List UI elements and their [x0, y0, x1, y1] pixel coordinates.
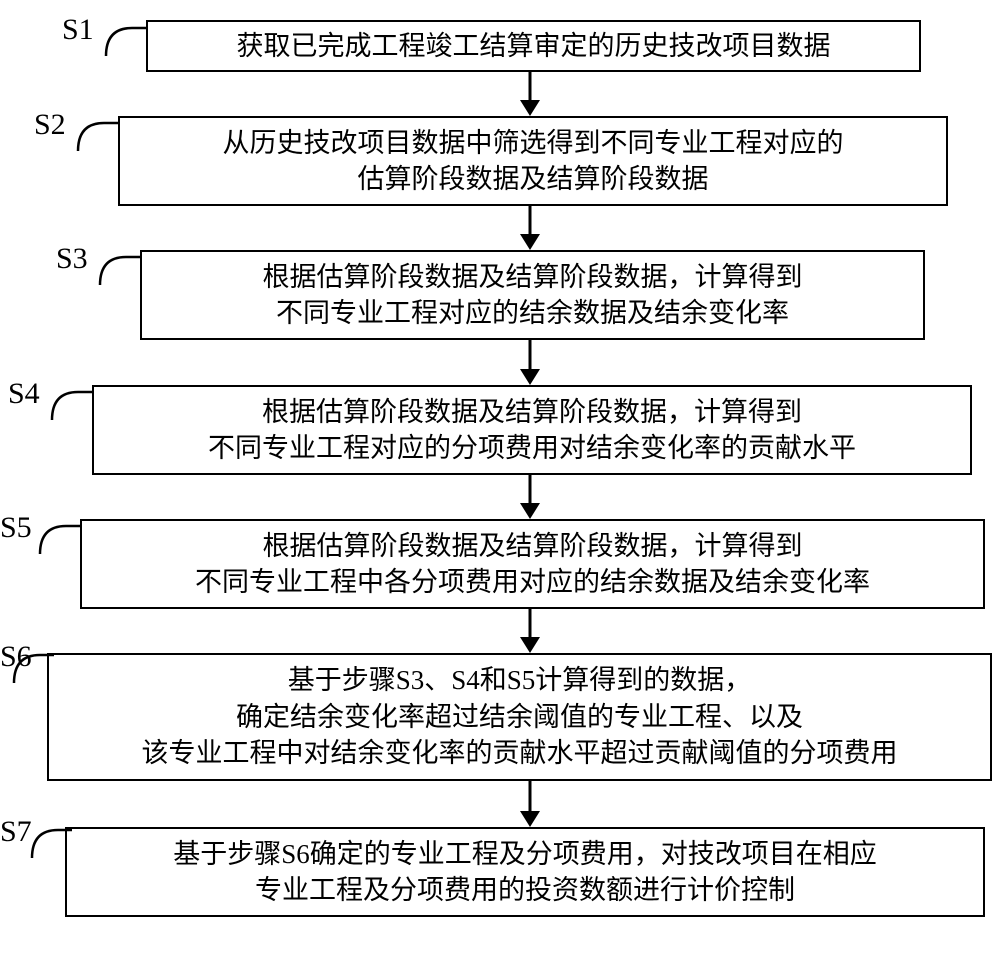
label-connector-s4 — [50, 390, 94, 422]
flowchart-node-s4: 根据估算阶段数据及结算阶段数据，计算得到不同专业工程对应的分项费用对结余变化率的… — [92, 385, 972, 475]
label-connector-s5 — [38, 524, 82, 556]
node-text-line: 不同专业工程对应的结余数据及结余变化率 — [276, 295, 789, 331]
flowchart-node-s5: 根据估算阶段数据及结算阶段数据，计算得到不同专业工程中各分项费用对应的结余数据及… — [80, 519, 985, 609]
node-text-line: 不同专业工程中各分项费用对应的结余数据及结余变化率 — [195, 564, 870, 600]
node-text-line: 基于步骤S6确定的专业工程及分项费用，对技改项目在相应 — [173, 836, 877, 872]
step-label-s3: S3 — [56, 242, 88, 276]
node-text-line: 确定结余变化率超过结余阈值的专业工程、以及 — [236, 699, 803, 735]
flowchart-node-s2: 从历史技改项目数据中筛选得到不同专业工程对应的估算阶段数据及结算阶段数据 — [118, 116, 948, 206]
node-text-line: 基于步骤S3、S4和S5计算得到的数据， — [288, 662, 752, 698]
node-text-line: 根据估算阶段数据及结算阶段数据，计算得到 — [263, 528, 803, 564]
step-label-s2: S2 — [34, 108, 66, 142]
step-label-s5: S5 — [0, 511, 32, 545]
node-text-line: 获取已完成工程竣工结算审定的历史技改项目数据 — [237, 28, 831, 64]
label-connector-s2 — [76, 121, 120, 153]
step-label-s7: S7 — [0, 815, 32, 849]
step-label-s4: S4 — [8, 377, 40, 411]
flowchart-node-s7: 基于步骤S6确定的专业工程及分项费用，对技改项目在相应专业工程及分项费用的投资数… — [65, 827, 985, 917]
flowchart-arrow-4 — [518, 475, 542, 519]
step-label-s6: S6 — [0, 640, 32, 674]
node-text-line: 从历史技改项目数据中筛选得到不同专业工程对应的 — [223, 125, 844, 161]
flowchart-node-s1: 获取已完成工程竣工结算审定的历史技改项目数据 — [146, 20, 921, 72]
flowchart-arrow-5 — [518, 609, 542, 653]
node-text-line: 估算阶段数据及结算阶段数据 — [358, 161, 709, 197]
flowchart-canvas: 获取已完成工程竣工结算审定的历史技改项目数据 S1 从历史技改项目数据中筛选得到不同… — [0, 0, 1000, 963]
flowchart-arrow-6 — [518, 781, 542, 827]
flowchart-arrow-3 — [518, 340, 542, 385]
node-text-line: 不同专业工程对应的分项费用对结余变化率的贡献水平 — [208, 430, 856, 466]
flowchart-arrow-2 — [518, 206, 542, 250]
node-text-line: 专业工程及分项费用的投资数额进行计价控制 — [255, 872, 795, 908]
step-label-s1: S1 — [62, 13, 94, 47]
node-text-line: 根据估算阶段数据及结算阶段数据，计算得到 — [263, 259, 803, 295]
node-text-line: 该专业工程中对结余变化率的贡献水平超过贡献阈值的分项费用 — [142, 735, 898, 771]
label-connector-s1 — [104, 26, 148, 58]
node-text-line: 根据估算阶段数据及结算阶段数据，计算得到 — [262, 394, 802, 430]
flowchart-node-s3: 根据估算阶段数据及结算阶段数据，计算得到不同专业工程对应的结余数据及结余变化率 — [140, 250, 925, 340]
flowchart-arrow-1 — [518, 72, 542, 116]
flowchart-node-s6: 基于步骤S3、S4和S5计算得到的数据，确定结余变化率超过结余阈值的专业工程、以… — [47, 653, 992, 781]
label-connector-s3 — [98, 255, 142, 287]
